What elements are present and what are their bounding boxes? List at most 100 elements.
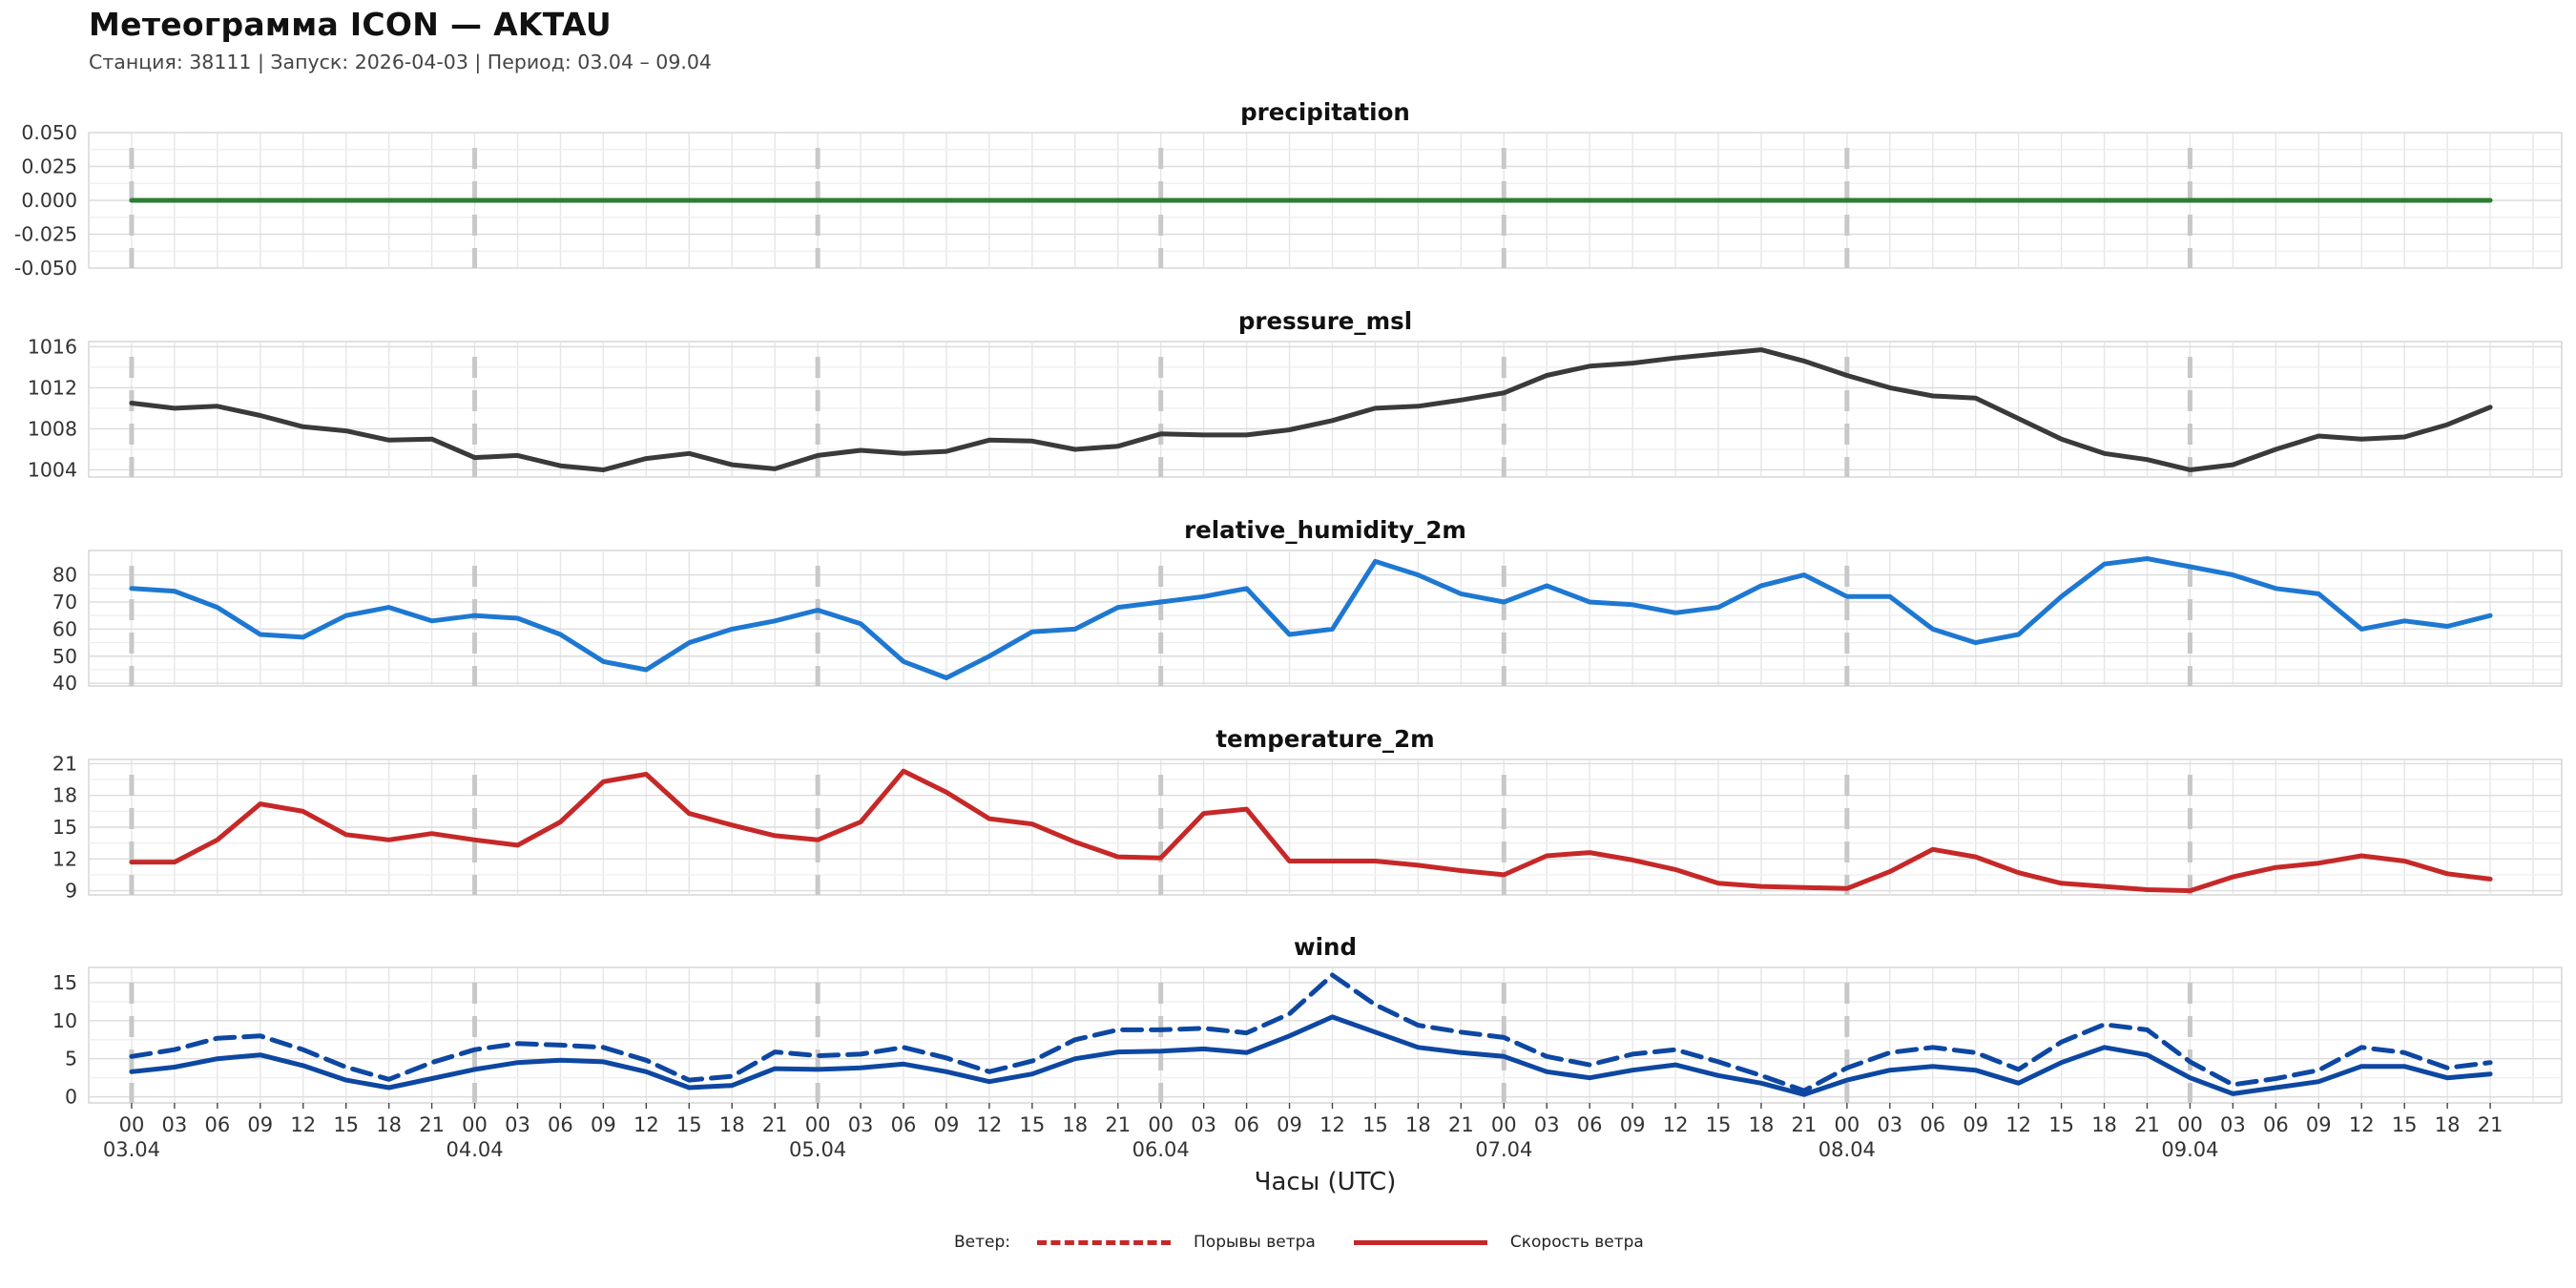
- x-tick-hour: 21: [1448, 1113, 1474, 1136]
- panel-title: precipitation: [1240, 98, 1410, 126]
- panel-title: relative_humidity_2m: [1184, 516, 1466, 544]
- x-tick-hour: 15: [2048, 1113, 2074, 1136]
- y-tick-label: 50: [52, 645, 77, 668]
- x-tick-hour: 06: [2263, 1113, 2289, 1136]
- x-tick-hour: 00: [462, 1113, 488, 1136]
- x-tick-hour: 12: [2005, 1113, 2031, 1136]
- x-tick-hour: 06: [204, 1113, 230, 1136]
- y-tick-label: 0: [65, 1086, 77, 1109]
- series-line-gust: [129, 972, 2493, 1093]
- x-tick-hour: 18: [376, 1113, 402, 1136]
- x-tick-hour: 12: [977, 1113, 1003, 1136]
- x-tick-hour: 18: [2435, 1113, 2461, 1136]
- panel-wind: 15 10 5 0 wind: [52, 933, 2563, 1109]
- x-tick-hour: 00: [119, 1113, 145, 1136]
- x-tick-hour: 03: [848, 1113, 874, 1136]
- y-tick-label: 0.050: [21, 121, 77, 144]
- x-tick-hour: 00: [1834, 1113, 1859, 1136]
- panel-title: temperature_2m: [1215, 725, 1434, 753]
- x-tick-date: 06.04: [1132, 1138, 1190, 1161]
- x-tick-hour: 09: [591, 1113, 616, 1136]
- y-tick-label: 21: [52, 752, 77, 775]
- y-tick-label: 80: [52, 564, 77, 587]
- x-tick-hour: 21: [2478, 1113, 2503, 1136]
- x-tick-hour: 21: [1105, 1113, 1131, 1136]
- x-tick-hour: 03: [2220, 1113, 2246, 1136]
- x-tick-hour: 15: [333, 1113, 359, 1136]
- x-tick-hour: 18: [2091, 1113, 2117, 1136]
- y-tick-label: -0.025: [14, 223, 77, 246]
- x-tick-hour: 21: [2134, 1113, 2160, 1136]
- x-tick-hour: 21: [762, 1113, 788, 1136]
- x-tick-hour: 18: [719, 1113, 745, 1136]
- x-tick-date: 03.04: [103, 1138, 160, 1161]
- legend-title: Ветер:: [954, 1233, 1011, 1252]
- x-tick-hour: 18: [1749, 1113, 1775, 1136]
- x-tick-hour: 03: [162, 1113, 188, 1136]
- panel-relative-humidity-2m: 80 70 60 50 40 relative_humidity_2m: [52, 516, 2563, 695]
- y-tick-label: 70: [52, 591, 77, 613]
- x-tick-hour: 06: [1920, 1113, 1945, 1136]
- panel-pressure-msl: 1016 1012 1008 1004 pressure_msl: [28, 307, 2563, 481]
- x-tick-hour: 03: [1534, 1113, 1560, 1136]
- x-tick-hour: 15: [1019, 1113, 1045, 1136]
- x-tick-hour: 15: [1706, 1113, 1732, 1136]
- y-tick-label: 12: [52, 847, 77, 870]
- x-tick-hour: 21: [1792, 1113, 1818, 1136]
- series-line-temperature-2m: [129, 768, 2493, 894]
- x-tick-date: 05.04: [789, 1138, 846, 1161]
- x-tick-date: 07.04: [1475, 1138, 1532, 1161]
- y-tick-label: 0.000: [21, 189, 77, 212]
- y-tick-label: 10: [52, 1009, 77, 1032]
- y-tick-label: 1004: [28, 458, 77, 481]
- y-tick-label: 0.025: [21, 156, 77, 178]
- series-line-speed: [129, 1014, 2493, 1097]
- chart-header: Метеограмма ICON — AKTAU Станция: 38111 …: [89, 6, 712, 73]
- x-tick-hour: 06: [1577, 1113, 1603, 1136]
- x-tick-hour: 15: [1362, 1113, 1388, 1136]
- x-tick-date: 04.04: [446, 1138, 503, 1161]
- x-tick-hour: 00: [2177, 1113, 2203, 1136]
- chart-subtitle: Станция: 38111 | Запуск: 2026-04-03 | Пе…: [89, 51, 712, 73]
- x-tick-date: 09.04: [2161, 1138, 2218, 1161]
- y-tick-label: 1012: [28, 376, 77, 399]
- x-axis-label: Часы (UTC): [1255, 1168, 1397, 1196]
- x-tick-hour: 06: [891, 1113, 917, 1136]
- x-tick-hour: 03: [505, 1113, 530, 1136]
- x-tick-hour: 06: [1234, 1113, 1259, 1136]
- x-tick-hour: 18: [1405, 1113, 1431, 1136]
- x-tick-hour: 12: [290, 1113, 316, 1136]
- y-tick-label: 9: [65, 880, 77, 903]
- panel-title: pressure_msl: [1238, 307, 1412, 335]
- x-tick-hour: 00: [1491, 1113, 1517, 1136]
- panel-temperature-2m: 21 18 15 12 9 temperature_2m: [52, 725, 2563, 903]
- x-tick-hour: 12: [1319, 1113, 1345, 1136]
- x-tick-hour: 00: [1148, 1113, 1174, 1136]
- legend-speed-swatch: [1353, 1239, 1487, 1245]
- x-tick-date: 08.04: [1818, 1138, 1876, 1161]
- x-tick-hour: 12: [2349, 1113, 2375, 1136]
- legend: Ветер: Порывы ветра Скорость ветра: [954, 1233, 1682, 1252]
- panel-precipitation: 0.050 0.025 0.000 -0.025 -0.050 precipitation: [14, 98, 2563, 280]
- series-line-pressure-msl: [129, 347, 2493, 472]
- x-tick-hour: 03: [1877, 1113, 1902, 1136]
- chart-title: Метеограмма ICON — AKTAU: [89, 6, 612, 43]
- y-tick-label: 40: [52, 672, 77, 695]
- x-tick-hour: 09: [247, 1113, 273, 1136]
- x-tick-hour: 15: [2392, 1113, 2418, 1136]
- x-tick-hour: 03: [1191, 1113, 1216, 1136]
- legend-gust-label: Порывы ветра: [1194, 1233, 1316, 1252]
- x-tick-hour: 09: [1277, 1113, 1302, 1136]
- x-tick-hour: 12: [1663, 1113, 1689, 1136]
- x-tick-hour: 18: [1062, 1113, 1088, 1136]
- legend-gust-swatch: [1037, 1239, 1172, 1245]
- x-tick-hour: 09: [1620, 1113, 1646, 1136]
- legend-speed-label: Скорость ветра: [1509, 1233, 1644, 1252]
- x-tick-hour: 09: [2306, 1113, 2332, 1136]
- x-tick-hour: 00: [805, 1113, 831, 1136]
- panel-title: wind: [1294, 933, 1357, 961]
- y-tick-label: 15: [52, 971, 77, 994]
- y-tick-label: 5: [65, 1048, 77, 1070]
- x-tick-hour: 21: [419, 1113, 445, 1136]
